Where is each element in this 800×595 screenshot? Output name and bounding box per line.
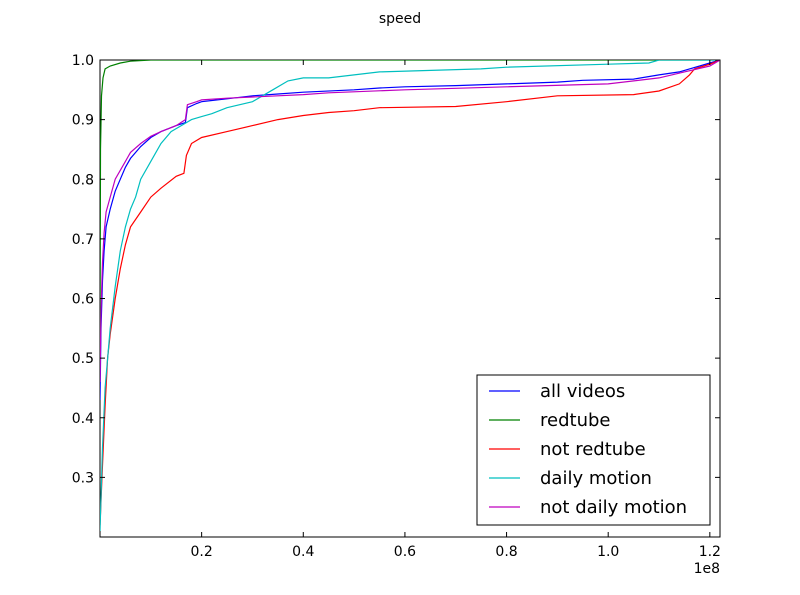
x-tick-label: 1.0: [597, 544, 619, 560]
legend-label-1: redtube: [540, 410, 610, 431]
legend-label-3: daily motion: [540, 468, 652, 489]
y-tick-label: 0.6: [72, 292, 94, 308]
chart-title: speed: [379, 11, 421, 27]
x-tick-label: 0.8: [495, 544, 517, 560]
y-tick-label: 0.4: [72, 411, 94, 427]
y-tick-label: 1.0: [72, 53, 94, 69]
y-tick-label: 0.9: [72, 113, 94, 129]
y-tick-label: 0.8: [72, 172, 94, 188]
y-tick-label: 0.3: [72, 470, 94, 486]
series-line-1: [100, 60, 720, 359]
x-tick-label: 0.2: [191, 544, 213, 560]
series-line-2: [100, 60, 720, 526]
series-line-3: [100, 60, 720, 532]
legend-label-2: not redtube: [540, 439, 646, 460]
series-line-0: [100, 60, 720, 400]
series-line-4: [100, 60, 720, 383]
axis-ticks: 0.2 0.4 0.6 0.8 1.0 1.2 0.3 0.4 0.5 0.6 0.7 0.8 0.9 1…: [72, 53, 721, 560]
legend-label-0: all videos: [540, 381, 625, 402]
legend-box: [476, 374, 711, 526]
series-lines: [100, 60, 720, 532]
x-tick-label: 1.2: [699, 544, 721, 560]
y-tick-label: 0.7: [72, 232, 94, 248]
x-axis-offset-label: 1e8: [694, 561, 720, 577]
y-tick-label: 0.5: [72, 351, 94, 367]
legend-label-4: not daily motion: [540, 497, 687, 518]
x-tick-label: 0.6: [394, 544, 416, 560]
x-tick-label: 0.4: [292, 544, 314, 560]
legend: all videos redtube not redtube daily motion…: [476, 374, 711, 526]
